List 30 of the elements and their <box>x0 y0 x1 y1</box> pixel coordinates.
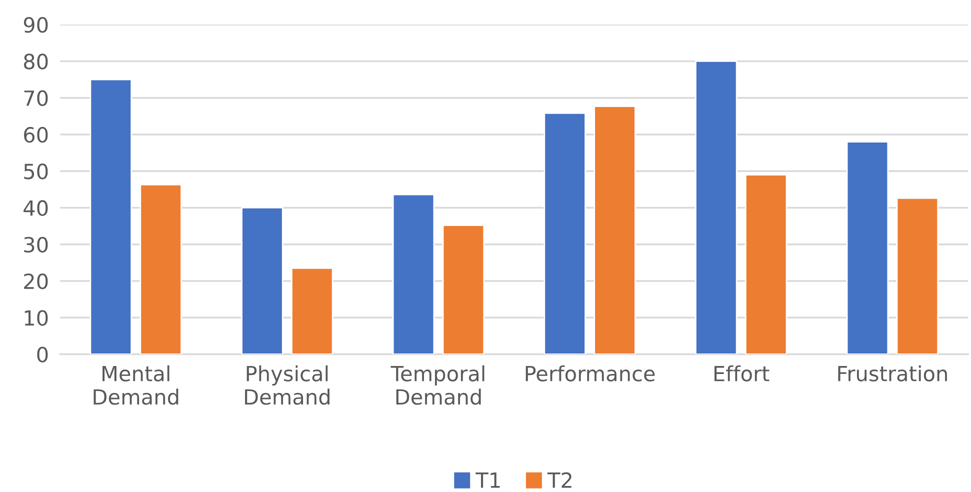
y-tick-label: 80 <box>24 54 48 70</box>
y-tick-label: 90 <box>24 17 48 33</box>
bar <box>896 198 939 354</box>
bar <box>442 224 485 354</box>
bar <box>594 106 636 354</box>
y-tick-label: 50 <box>24 164 48 180</box>
y-tick-label: 20 <box>24 273 48 290</box>
bar <box>241 207 284 354</box>
y-tick-label: 60 <box>24 126 48 143</box>
x-tick-label: Temporal Demand <box>390 365 484 405</box>
x-tick-label: Physical Demand <box>245 365 330 405</box>
bar <box>544 112 586 354</box>
y-tick-label: 40 <box>24 200 48 216</box>
x-tick-label: Frustration <box>838 365 947 382</box>
legend-label: T1 <box>476 472 500 488</box>
bar <box>846 141 889 354</box>
x-tick-label: Performance <box>526 365 655 382</box>
bar <box>140 184 182 354</box>
x-tick-label: Effort <box>714 365 770 382</box>
bar <box>695 60 738 354</box>
bar <box>291 267 334 354</box>
y-tick-label: 70 <box>24 90 48 106</box>
y-tick-label: 10 <box>24 310 48 326</box>
legend-label: T2 <box>547 472 572 488</box>
x-tick-label: Mental Demand <box>94 365 178 405</box>
y-tick-label: 0 <box>37 346 48 362</box>
y-tick-label: 30 <box>24 236 48 253</box>
bar <box>744 174 788 354</box>
bar <box>392 194 435 354</box>
bar <box>90 78 132 354</box>
